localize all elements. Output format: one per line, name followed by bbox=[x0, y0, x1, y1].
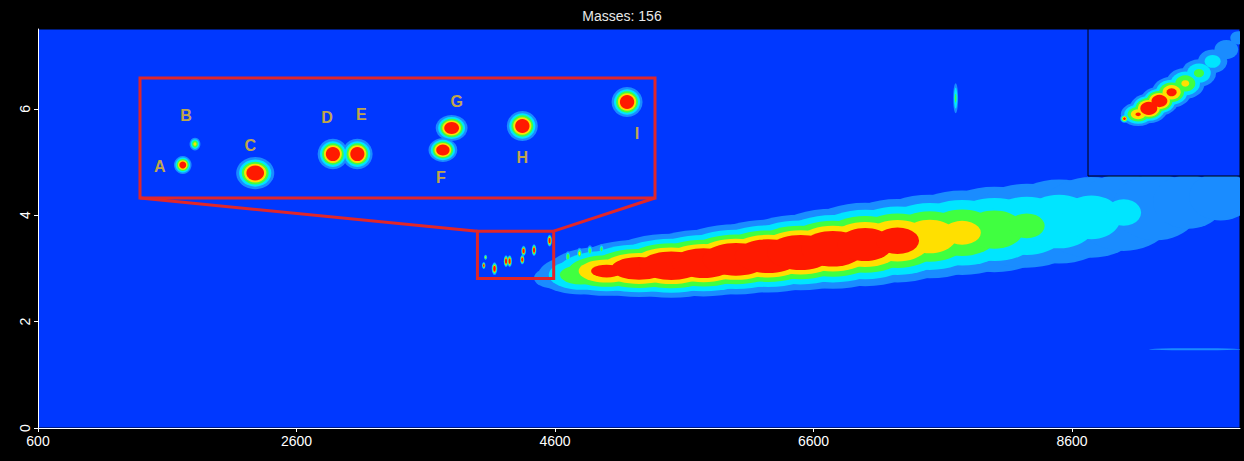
svg-text:H: H bbox=[517, 149, 529, 166]
svg-text:C: C bbox=[244, 137, 256, 154]
svg-text:B: B bbox=[180, 107, 192, 124]
svg-text:G: G bbox=[450, 93, 462, 110]
svg-text:2600: 2600 bbox=[281, 433, 312, 449]
svg-text:Masses: 156: Masses: 156 bbox=[582, 8, 662, 24]
svg-text:4600: 4600 bbox=[539, 433, 570, 449]
svg-text:I: I bbox=[635, 125, 639, 142]
svg-text:6: 6 bbox=[17, 105, 33, 113]
svg-text:6600: 6600 bbox=[798, 433, 829, 449]
svg-text:4: 4 bbox=[17, 211, 33, 219]
svg-text:8600: 8600 bbox=[1056, 433, 1087, 449]
svg-text:E: E bbox=[356, 106, 367, 123]
svg-text:D: D bbox=[321, 109, 333, 126]
svg-text:F: F bbox=[436, 169, 446, 186]
svg-text:600: 600 bbox=[26, 433, 50, 449]
svg-text:0: 0 bbox=[17, 424, 33, 432]
svg-text:A: A bbox=[154, 158, 166, 175]
svg-text:2: 2 bbox=[17, 317, 33, 325]
